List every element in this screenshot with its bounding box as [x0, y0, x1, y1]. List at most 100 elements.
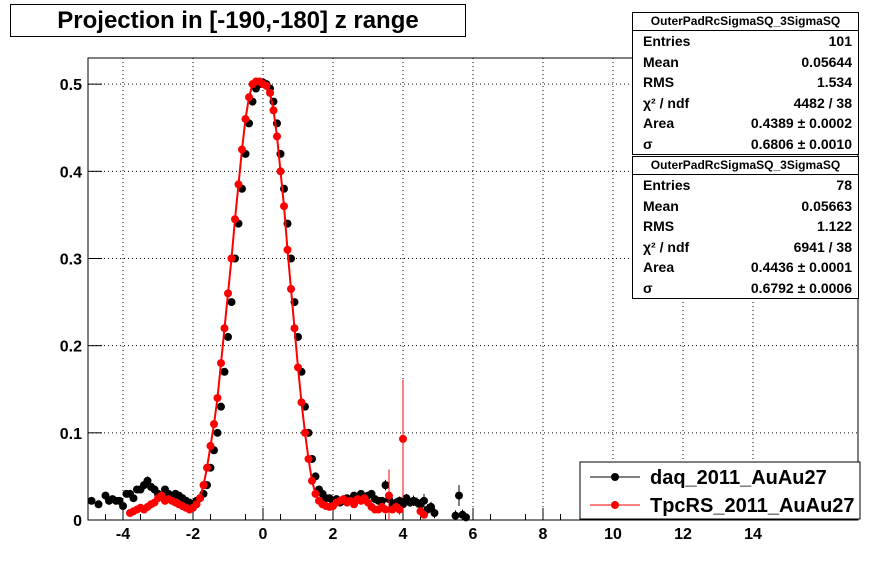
stat-value: 78: [836, 177, 852, 193]
data-point: [420, 496, 428, 505]
stat-value: 0.4436 ± 0.0001: [750, 259, 852, 275]
data-point: [210, 420, 218, 429]
data-point: [427, 502, 435, 511]
data-point: [311, 489, 320, 498]
y-tick-label: 0.3: [60, 251, 82, 268]
data-point: [196, 494, 204, 503]
stat-row-entries: Entries 101: [633, 31, 858, 52]
data-point: [206, 441, 215, 450]
series-layer: [87, 77, 470, 522]
data-point: [451, 511, 460, 520]
stat-label: σ: [643, 279, 653, 296]
data-point: [266, 88, 274, 97]
y-tick-label: 0: [73, 513, 82, 530]
data-point: [269, 106, 278, 115]
stat-label: RMS: [643, 218, 675, 234]
data-point: [199, 481, 208, 490]
data-point: [399, 434, 407, 443]
stat-label: Mean: [643, 197, 679, 214]
data-point: [213, 393, 222, 402]
data-point: [420, 510, 428, 519]
x-tick-label: 12: [674, 526, 692, 543]
y-tick-label: 0.2: [60, 339, 82, 356]
data-point: [290, 324, 299, 333]
data-point: [224, 332, 232, 341]
plot-title: Projection in [-190,-180] z range: [10, 4, 466, 37]
data-point: [238, 145, 246, 154]
data-point: [297, 398, 306, 407]
data-point: [217, 402, 225, 411]
y-tick-label: 0.5: [60, 77, 82, 94]
legend-box: [579, 461, 861, 520]
stat-row-area: Area 0.4389 ± 0.0002: [633, 113, 858, 134]
x-tick-label: 10: [604, 526, 622, 543]
data-point: [430, 509, 439, 518]
stat-label: Entries: [643, 33, 691, 49]
data-point: [129, 494, 138, 503]
data-point: [224, 289, 232, 298]
x-tick-label: 6: [469, 526, 478, 543]
stat-row-sigma: σ 0.6792 ± 0.0006: [633, 278, 858, 299]
stat-row-mean: Mean 0.05663: [633, 196, 858, 217]
data-point: [227, 254, 236, 263]
legend-label-tpcrs: TpcRS_2011_AuAu27: [650, 495, 855, 517]
data-point: [119, 502, 127, 511]
stat-value: 101: [828, 33, 852, 49]
data-point: [245, 93, 253, 102]
data-point: [143, 476, 152, 485]
stat-label: RMS: [643, 74, 675, 90]
stat-value: 4482 / 38: [793, 94, 852, 111]
stat-row-chi2: χ² / ndf 6941 / 38: [633, 237, 858, 258]
stat-row-rms: RMS 1.122: [633, 216, 858, 237]
stat-row-area: Area 0.4436 ± 0.0001: [633, 257, 858, 278]
stats-title: OuterPadRcSigmaSQ_3SigmaSQ: [633, 13, 858, 31]
data-point: [220, 324, 229, 333]
stat-value: 6941 / 38: [793, 238, 852, 255]
x-tick-label: -2: [186, 526, 200, 543]
data-point: [280, 202, 288, 211]
stat-value: 1.122: [816, 218, 852, 234]
data-point: [213, 428, 222, 437]
data-point: [294, 363, 302, 372]
stat-row-rms: RMS 1.534: [633, 72, 858, 93]
data-point: [276, 167, 285, 176]
stat-value: 0.6792 ± 0.0006: [750, 279, 852, 296]
data-point: [283, 245, 292, 254]
data-point: [381, 481, 390, 490]
data-point: [87, 496, 96, 505]
stat-label: σ: [643, 135, 653, 152]
data-point: [192, 500, 201, 509]
stat-label: Entries: [643, 177, 691, 193]
stats-box-tpcrs: OuterPadRcSigmaSQ_3SigmaSQ Entries 78 Mea…: [632, 156, 859, 299]
stat-row-sigma: σ 0.6806 ± 0.0010: [633, 134, 858, 155]
x-tick-label: 0: [259, 526, 268, 543]
x-tick-label: 8: [539, 526, 548, 543]
stat-value: 0.05644: [801, 53, 852, 70]
data-point: [308, 476, 316, 485]
legend-label-daq: daq_2011_AuAu27: [650, 467, 827, 489]
data-point: [234, 180, 243, 189]
stat-value: 1.534: [816, 74, 852, 90]
grid-lines: [88, 58, 858, 521]
legend-marker-tpcrs: [611, 501, 619, 509]
data-point: [241, 115, 250, 124]
data-point: [385, 491, 393, 500]
legend: daq_2011_AuAu27 TpcRS_2011_AuAu27: [579, 461, 861, 520]
data-point: [381, 505, 390, 514]
data-point: [227, 298, 236, 307]
data-point: [217, 359, 225, 368]
data-point: [231, 215, 239, 224]
x-tick-label: 14: [744, 526, 762, 543]
x-tick-label: 4: [399, 526, 408, 543]
data-point: [462, 513, 470, 522]
x-tick-label: 2: [329, 526, 338, 543]
data-point: [455, 491, 463, 500]
data-point: [395, 505, 404, 514]
stats-box-daq: OuterPadRcSigmaSQ_3SigmaSQ Entries 101 Me…: [632, 12, 859, 155]
series-tpcrs: [126, 77, 428, 520]
data-point: [287, 285, 295, 293]
stat-value: 0.4389 ± 0.0002: [750, 115, 852, 131]
data-point: [304, 454, 313, 463]
stat-value: 0.6806 ± 0.0010: [750, 135, 852, 152]
